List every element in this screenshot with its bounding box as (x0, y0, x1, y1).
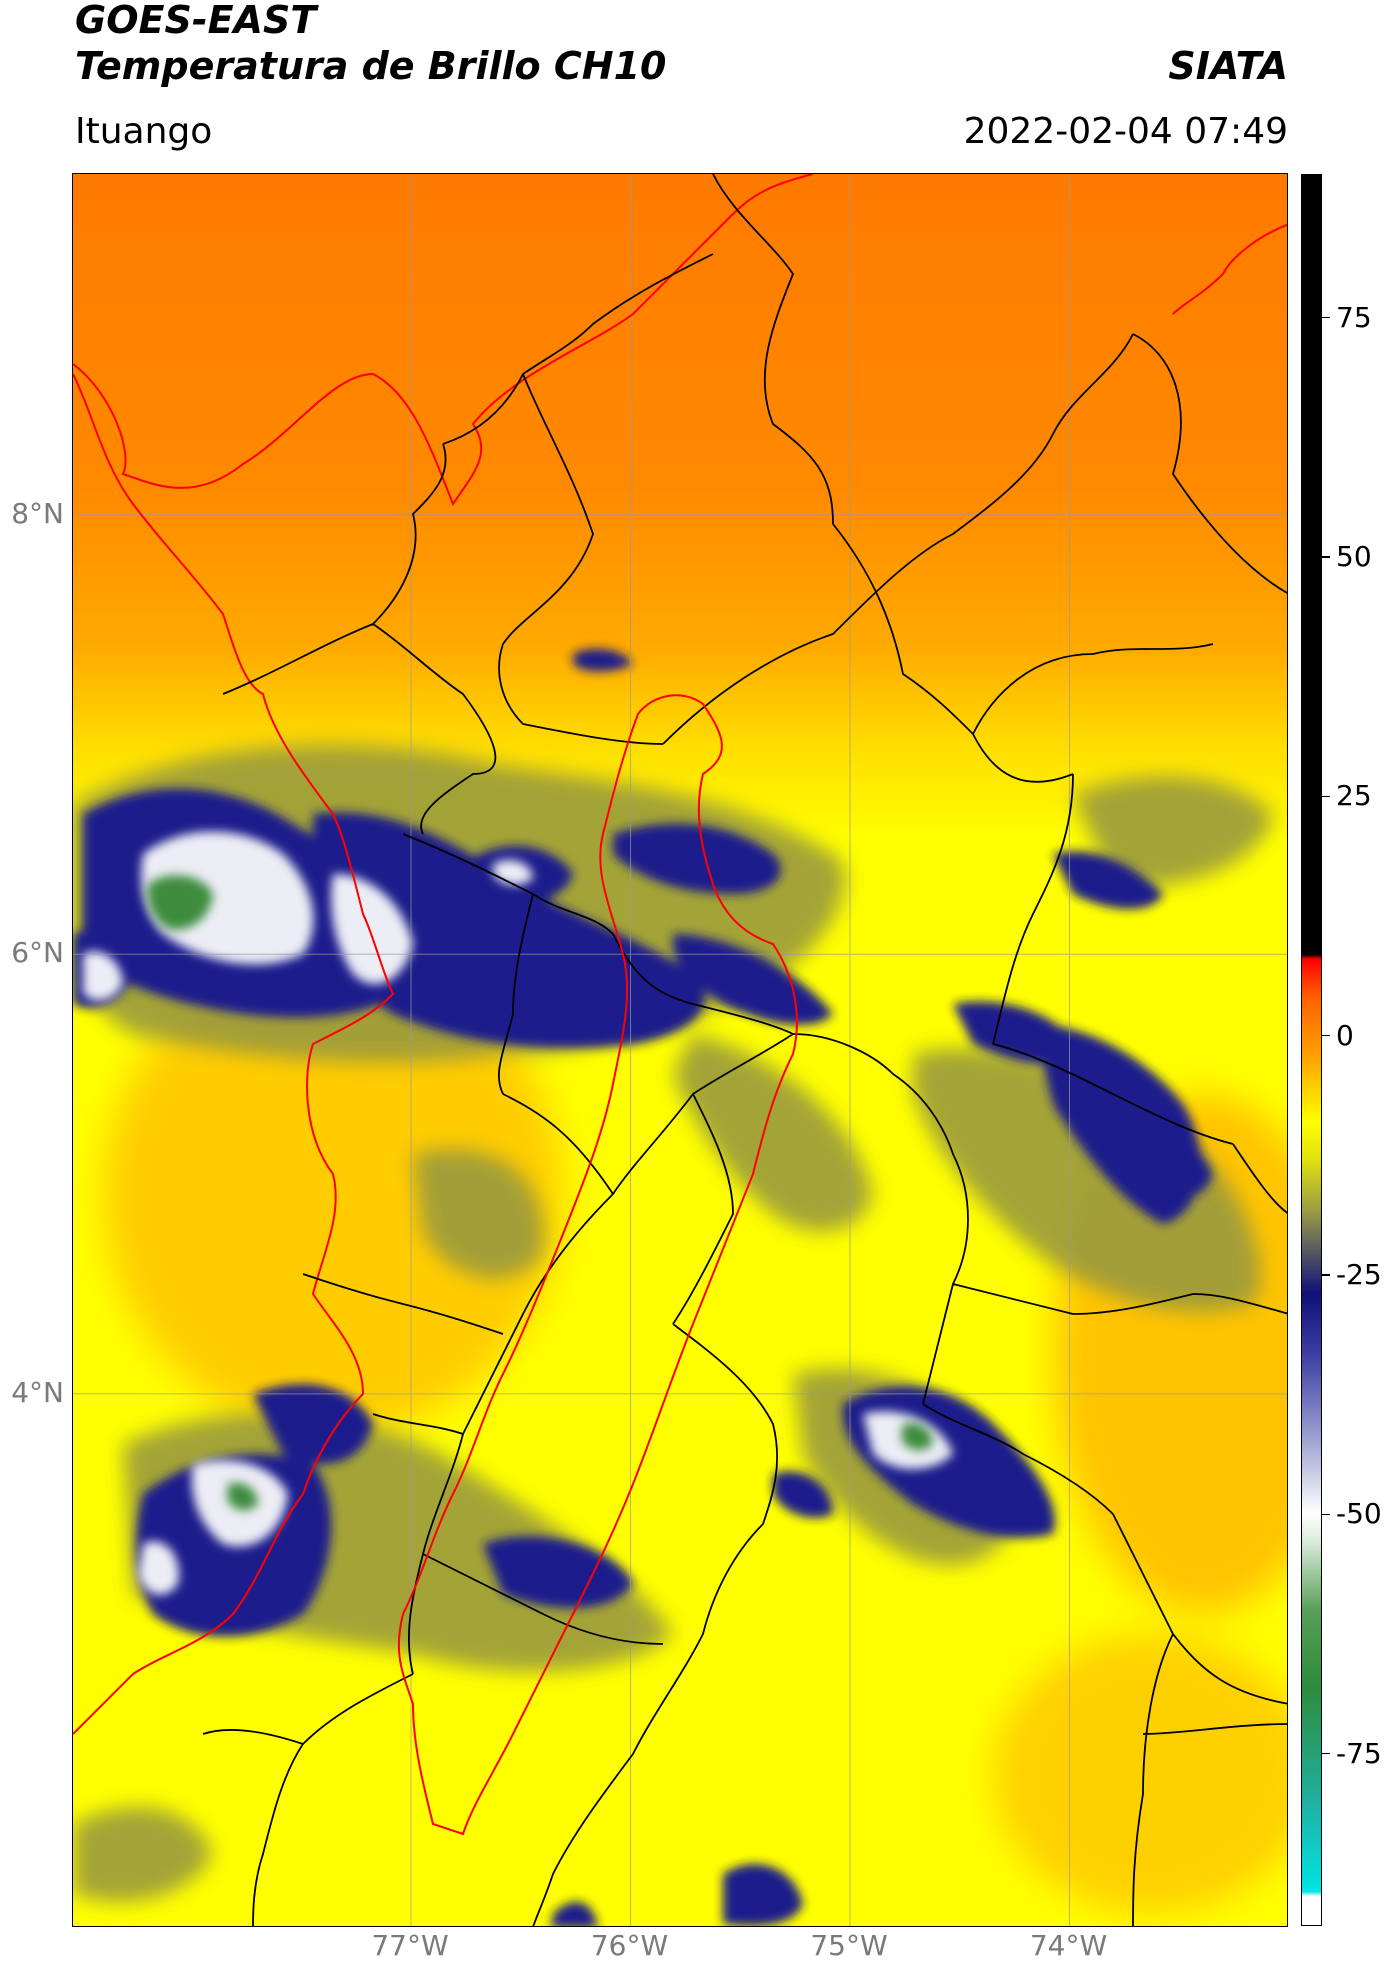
colorbar-label-25: 25 (1336, 779, 1372, 813)
region-label: Ituango (75, 111, 213, 152)
colorbar-tick (1322, 1034, 1330, 1037)
lon-label-77w: 77°W (371, 1929, 449, 1962)
cloud-green-cores (147, 875, 933, 1511)
admin-boundaries (202, 174, 1287, 1926)
title-satellite: GOES-EAST (75, 0, 317, 42)
lon-label-76w: 76°W (590, 1929, 669, 1962)
colorbar-tick (1322, 1513, 1330, 1516)
colorbar-tick (1322, 316, 1330, 319)
ituango-outline (397, 694, 798, 1836)
colorbar-label-0: 0 (1336, 1018, 1354, 1052)
colorbar-label-minus-75: -75 (1336, 1736, 1382, 1770)
colorbar-label-minus-50: -50 (1336, 1497, 1382, 1531)
colorbar-label-50: 50 (1336, 539, 1372, 573)
lat-label-4n: 4°N (11, 1375, 64, 1409)
lon-label-75w: 75°W (810, 1929, 888, 1962)
lat-label-8n: 8°N (11, 496, 64, 530)
datetime-label: 2022-02-04 07:49 (963, 111, 1288, 152)
title-product: Temperatura de Brillo CH10 (75, 44, 667, 88)
colorbar-tick (1322, 1752, 1330, 1755)
colorbar-label-75: 75 (1336, 300, 1372, 334)
colorbar-tick (1322, 1274, 1330, 1276)
colorbar-tick (1322, 795, 1330, 798)
brand-label: SIATA (1168, 44, 1288, 88)
lon-label-74w: 74°W (1029, 1929, 1108, 1962)
colorbar-tick (1322, 556, 1330, 558)
temperature-colorbar (1301, 174, 1322, 1926)
colorbar-label-minus-25: -25 (1336, 1257, 1382, 1291)
map-panel[interactable] (72, 173, 1288, 1927)
lat-label-6n: 6°N (11, 936, 64, 970)
coastline (73, 174, 1287, 1735)
brightness-temperature-map (73, 174, 1287, 1926)
graticule (73, 174, 1287, 1926)
